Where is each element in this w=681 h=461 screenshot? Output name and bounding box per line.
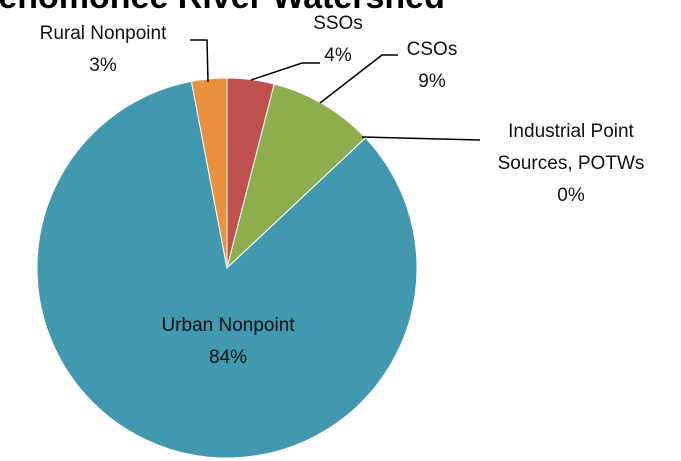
slice-label: Urban Nonpoint 84%: [161, 315, 295, 368]
leader-line: [250, 62, 320, 81]
pie-slice: [36, 80, 418, 459]
slice-label: SSOs 4%: [313, 13, 363, 66]
slice-label: CSOs 9%: [406, 39, 458, 92]
chart-title: Menomonee River Watershed: [0, 0, 445, 17]
leader-line: [361, 136, 481, 141]
pie-slice: [190, 77, 228, 269]
leader-line: [190, 39, 209, 83]
leader-line: [319, 54, 398, 104]
slice-label: Industrial Point Sources, POTWs 0%: [497, 121, 645, 206]
leader-lines: [190, 39, 481, 141]
pie-slice: [226, 83, 367, 270]
slice-label: Rural Nonpoint 3%: [39, 23, 167, 76]
